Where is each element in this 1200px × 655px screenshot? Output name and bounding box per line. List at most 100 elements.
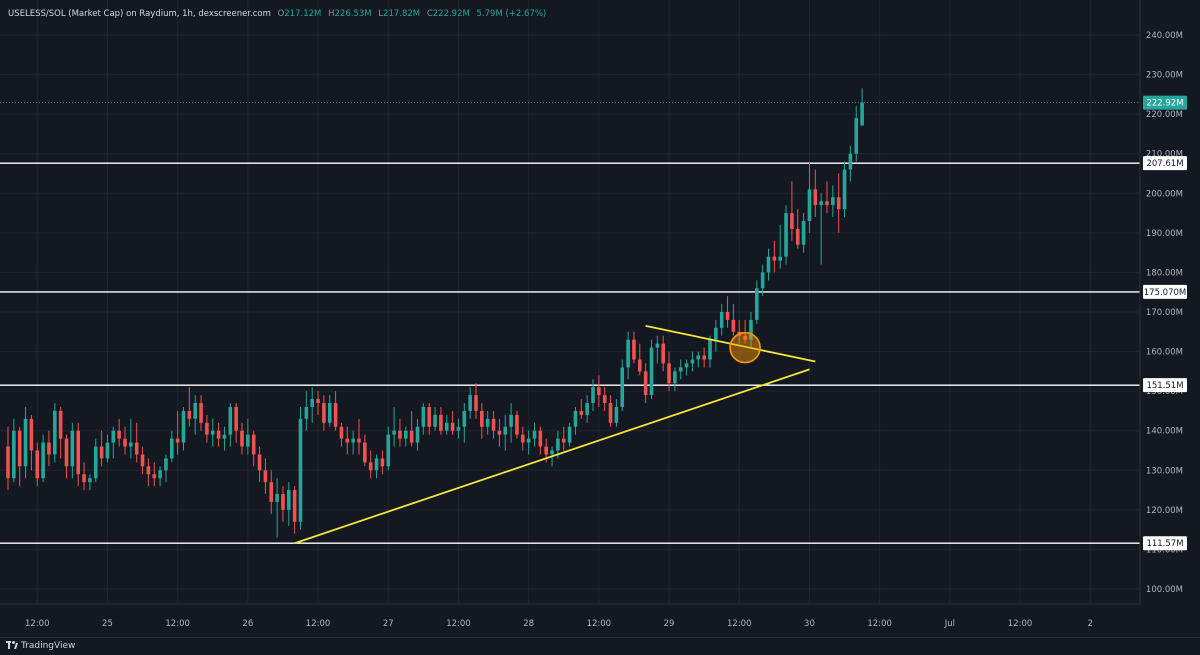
candle xyxy=(164,454,168,483)
candle xyxy=(339,422,344,447)
y-tick-label: 120.00M xyxy=(1146,506,1183,516)
candle xyxy=(129,418,133,459)
price-tags: 207.61M 175.070M 151.51M 111.57M 222.92M xyxy=(1143,95,1187,551)
candle-body xyxy=(152,474,157,479)
candle xyxy=(573,406,578,435)
candle-body xyxy=(743,335,747,340)
x-tick-label: 12:00 xyxy=(25,619,50,629)
tradingview-logo[interactable]: TradingView xyxy=(6,641,75,651)
candle-body xyxy=(696,355,701,360)
candle-body xyxy=(719,312,724,328)
level-price-tag-box xyxy=(1143,284,1187,299)
candle-body xyxy=(58,410,63,439)
candle xyxy=(175,410,180,455)
candle-body xyxy=(70,430,75,467)
candle-body xyxy=(509,414,513,427)
candle-body xyxy=(462,410,467,427)
candle-body xyxy=(41,442,45,479)
candle xyxy=(433,406,437,431)
candle-body xyxy=(392,430,396,435)
x-tick-label: 28 xyxy=(523,619,534,629)
candle xyxy=(158,466,162,487)
candle-body xyxy=(854,118,859,154)
level-price-tag-box xyxy=(1143,378,1187,393)
candle-body xyxy=(655,343,660,348)
candle-body xyxy=(643,371,648,396)
candle xyxy=(491,410,496,439)
candle-body xyxy=(544,446,548,455)
candle xyxy=(807,161,812,233)
candle xyxy=(836,173,841,233)
candle xyxy=(409,410,414,447)
candle xyxy=(123,426,127,455)
candle-body xyxy=(795,228,800,245)
candle-body xyxy=(93,446,98,479)
candle xyxy=(368,450,373,479)
candle-body xyxy=(12,430,16,479)
candle-body xyxy=(620,367,625,407)
candle-body xyxy=(579,410,584,415)
candle-body xyxy=(322,403,326,423)
x-tick-label: 12:00 xyxy=(446,619,471,629)
time-axis xyxy=(0,604,1200,637)
candle-body xyxy=(240,430,244,447)
candle-body xyxy=(836,197,841,210)
candle-body xyxy=(591,387,595,404)
candle-body xyxy=(485,418,490,427)
candle-body xyxy=(632,339,636,360)
candle-body xyxy=(678,367,683,372)
candle-body xyxy=(807,189,812,221)
candle xyxy=(263,458,268,495)
y-tick-label: 130.00M xyxy=(1146,466,1183,476)
candle-body xyxy=(210,430,215,435)
x-tick-label: 25 xyxy=(102,619,113,629)
y-tick-label: 200.00M xyxy=(1146,189,1183,199)
x-tick-label: 12:00 xyxy=(1008,619,1033,629)
candle xyxy=(795,209,800,249)
candle-body xyxy=(298,418,303,522)
candle xyxy=(485,410,490,435)
candle-body xyxy=(111,430,116,443)
candle-body xyxy=(556,438,560,451)
low-label: L xyxy=(378,9,384,19)
candle-body xyxy=(99,446,104,459)
candle xyxy=(181,406,186,451)
change-value: 5.79M (+2.67%) xyxy=(476,9,547,19)
candle xyxy=(23,406,28,479)
candle-body xyxy=(134,442,139,455)
candle xyxy=(93,438,98,483)
candle xyxy=(421,403,426,435)
candle xyxy=(35,442,40,487)
candle-body xyxy=(333,403,338,427)
candle-body xyxy=(374,458,379,471)
candle xyxy=(58,406,63,459)
candle-body xyxy=(421,406,426,427)
candle-body xyxy=(714,327,718,340)
candle-body xyxy=(790,213,794,229)
candle-body xyxy=(766,256,771,273)
candle xyxy=(678,359,683,380)
candle xyxy=(310,387,314,423)
candle-body xyxy=(842,169,847,210)
candle xyxy=(386,426,391,471)
candle xyxy=(819,193,823,265)
candle xyxy=(813,169,818,218)
candle xyxy=(351,430,355,455)
candle-body xyxy=(614,406,619,423)
x-tick-label: 30 xyxy=(804,619,815,629)
y-tick-label: 210.00M xyxy=(1146,150,1183,160)
x-tick-label: 29 xyxy=(664,619,675,629)
candle-body xyxy=(275,494,279,502)
candle-body xyxy=(363,442,367,463)
y-tick-label: 110.00M xyxy=(1146,545,1183,555)
candle-body xyxy=(257,454,262,471)
candle xyxy=(749,312,753,348)
candle xyxy=(772,240,777,273)
candle-body xyxy=(222,434,227,439)
level-price-tag-text: 151.51M xyxy=(1146,381,1183,391)
candle xyxy=(468,387,472,419)
candle xyxy=(766,248,771,281)
candle-body xyxy=(246,434,250,447)
candle-body xyxy=(105,442,110,459)
